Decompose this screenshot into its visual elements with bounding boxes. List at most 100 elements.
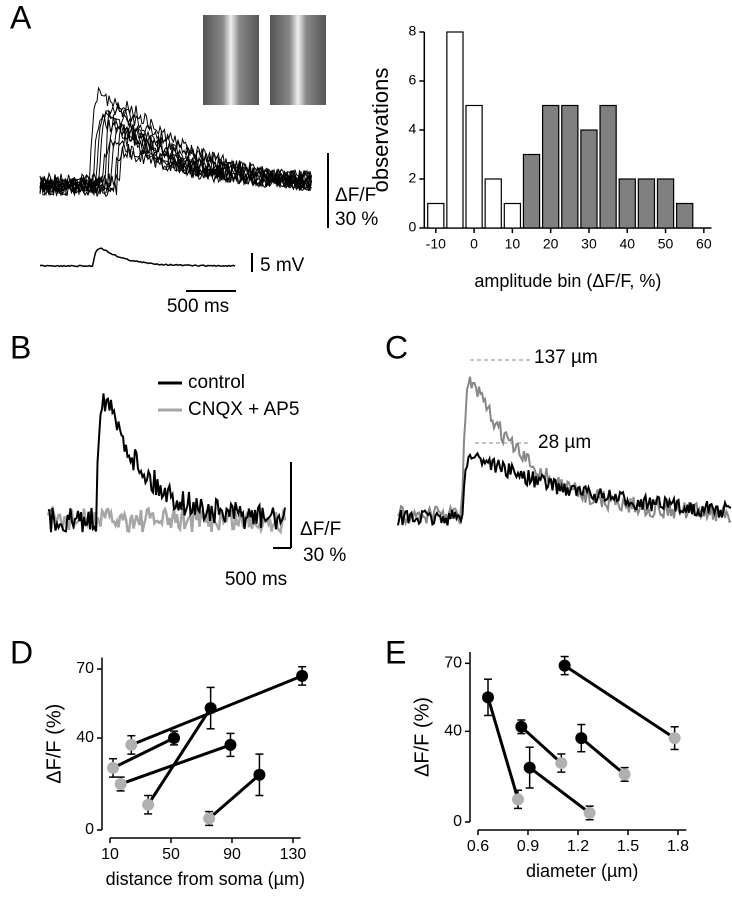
bar xyxy=(637,178,656,229)
pair-line xyxy=(563,664,676,740)
panel-label: D xyxy=(10,634,33,670)
x-tick-label: 130 xyxy=(280,846,307,863)
bar xyxy=(465,104,483,229)
point xyxy=(296,669,309,682)
x-tick-label: 60 xyxy=(696,236,712,252)
x-tick-label: 90 xyxy=(223,846,241,863)
point xyxy=(114,778,127,790)
scale-label: 500 ms xyxy=(225,569,287,590)
panel-label: E xyxy=(385,634,406,670)
trace xyxy=(47,393,286,533)
bar xyxy=(599,104,617,229)
point xyxy=(203,812,216,825)
pair-line xyxy=(520,725,563,765)
scale-label: ΔF/F xyxy=(300,519,341,540)
x-axis-label: amplitude bin (ΔF/F, %) xyxy=(474,271,661,291)
point xyxy=(204,702,217,715)
bar xyxy=(446,31,464,229)
x-tick-label: 0.6 xyxy=(467,838,489,855)
trace xyxy=(39,86,312,188)
legend-label: control xyxy=(188,372,245,393)
pair-line xyxy=(146,707,212,806)
x-tick-label: 30 xyxy=(581,236,597,252)
y-tick-label: 0 xyxy=(409,219,417,235)
point xyxy=(253,768,266,781)
scale-label: ΔF/F xyxy=(335,185,376,206)
y-tick-label: 0 xyxy=(453,813,462,830)
point xyxy=(168,732,181,744)
x-tick-label: 1.8 xyxy=(667,838,689,855)
bar xyxy=(541,104,560,229)
trace xyxy=(397,451,732,527)
pair-line xyxy=(208,773,261,820)
bar xyxy=(618,178,636,229)
point xyxy=(481,691,494,704)
pair-line xyxy=(580,736,626,776)
scale-label: 30 % xyxy=(335,209,378,230)
y-tick-label: 4 xyxy=(409,121,417,137)
point xyxy=(575,732,588,745)
bar xyxy=(561,104,579,229)
y-tick-label: 40 xyxy=(76,729,94,746)
panel-label: A xyxy=(10,0,32,35)
trace xyxy=(39,247,236,268)
point xyxy=(523,761,536,774)
point xyxy=(511,793,524,806)
x-tick-label: 50 xyxy=(658,236,674,252)
x-tick-label: 1.2 xyxy=(567,838,589,855)
x-tick-label: 0 xyxy=(470,236,478,252)
annotation: 28 µm xyxy=(538,432,591,453)
x-axis-label: diameter (µm) xyxy=(526,861,638,881)
point xyxy=(555,757,568,770)
x-tick-label: 10 xyxy=(505,236,521,252)
trace xyxy=(39,128,312,188)
bar xyxy=(427,202,445,229)
line-scan-image xyxy=(203,15,259,105)
scale-label: 30 % xyxy=(303,545,346,566)
bar xyxy=(656,178,675,229)
y-axis-label: ΔF/F (%) xyxy=(411,697,433,777)
x-tick-label: -10 xyxy=(426,236,446,252)
point xyxy=(618,768,631,781)
y-tick-label: 2 xyxy=(409,170,417,186)
trace xyxy=(39,102,312,198)
y-tick-label: 70 xyxy=(444,655,462,672)
x-tick-label: 50 xyxy=(162,846,180,863)
y-tick-label: 40 xyxy=(444,723,462,740)
bar xyxy=(484,178,502,229)
point xyxy=(583,806,596,819)
point xyxy=(107,761,120,774)
scale-label: 500 ms xyxy=(167,296,229,317)
point xyxy=(125,738,138,751)
annotation: 137 µm xyxy=(534,347,598,368)
x-tick-label: 0.9 xyxy=(517,838,539,855)
pair-line xyxy=(112,736,175,770)
pair-line xyxy=(486,696,520,800)
y-axis-label: ΔF/F (%) xyxy=(43,704,65,784)
y-axis-label: observations xyxy=(368,68,393,193)
x-tick-label: 1.5 xyxy=(617,838,639,855)
bar xyxy=(503,202,522,229)
x-tick-label: 10 xyxy=(101,846,119,863)
point xyxy=(224,738,237,751)
line-scan-image xyxy=(270,15,326,105)
x-tick-label: 40 xyxy=(619,236,635,252)
y-tick-label: 6 xyxy=(409,72,417,88)
point xyxy=(142,798,155,811)
panel-label: B xyxy=(10,329,31,365)
bar xyxy=(676,202,694,229)
legend-label: CNQX + AP5 xyxy=(188,399,299,420)
y-tick-label: 70 xyxy=(76,660,94,677)
scale-label: 5 mV xyxy=(260,255,305,276)
x-axis-label: distance from soma (µm) xyxy=(106,869,305,889)
panel-label: C xyxy=(385,329,408,365)
y-tick-label: 0 xyxy=(85,821,94,838)
point xyxy=(558,659,571,672)
point xyxy=(668,732,681,745)
pair-line xyxy=(528,766,591,815)
bar xyxy=(580,129,598,229)
y-tick-label: 8 xyxy=(409,23,417,39)
x-tick-label: 20 xyxy=(543,236,559,252)
